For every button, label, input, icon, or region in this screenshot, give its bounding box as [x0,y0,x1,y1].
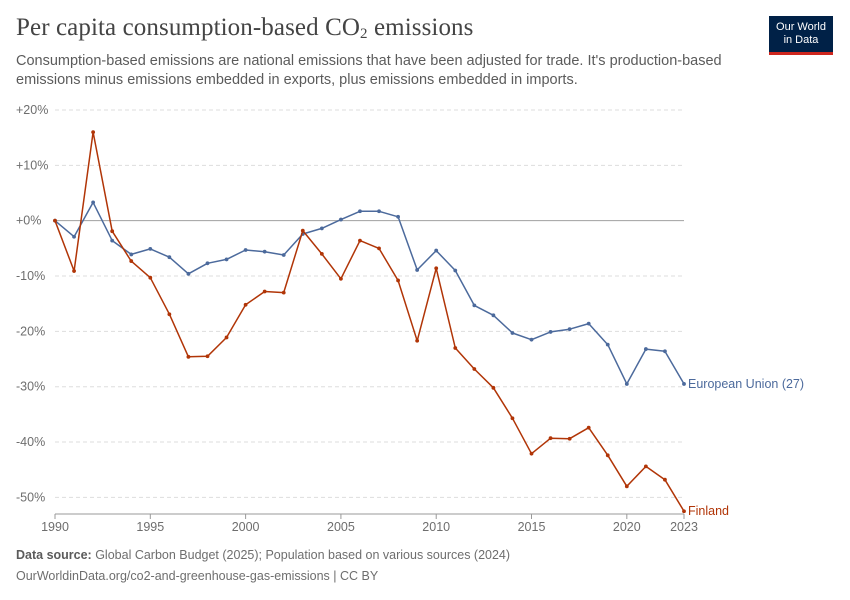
data-point [339,276,343,281]
data-point [91,130,96,135]
data-point [682,382,686,386]
data-point [567,436,572,441]
grid: +20% +10% +0% -10% -20% -30% -40% -50% 1990 1995 2… [16,103,698,534]
data-point [529,451,534,456]
data-point [186,354,191,359]
data-point [529,337,534,342]
data-point [396,278,400,283]
data-point [377,246,381,251]
data-point [110,229,115,234]
data-point [205,261,210,266]
data-point [434,248,439,253]
data-point [319,251,324,256]
y-tick-label: -30% [16,380,45,394]
data-point [91,200,96,205]
owid-logo[interactable]: Our World in Data [769,16,833,55]
data-point [415,268,420,272]
series-labels: European Union (27) Finland [688,377,804,518]
data-point [605,453,610,458]
data-point [624,484,629,489]
data-point [72,269,76,273]
data-point [491,313,496,318]
y-tick-label: -10% [16,269,45,283]
data-point [339,217,343,222]
data-point [377,209,381,214]
data-point [472,303,477,308]
x-tick-label: 2023 [670,520,698,534]
series-label: Finland [688,504,729,518]
data-point [148,247,153,251]
data-point [262,289,267,294]
data-point [663,349,667,354]
data-point [53,218,57,223]
data-point [281,253,286,257]
data-point [586,425,591,430]
data-point [643,347,648,351]
series-layer [53,130,686,514]
data-point [72,234,76,239]
data-point [643,464,648,469]
data-point [110,238,115,243]
data-source-label: Data source: [16,548,92,562]
series-line [54,201,685,385]
data-point [167,255,172,260]
y-tick-label: -40% [16,435,45,449]
data-point [224,257,229,262]
data-point [358,238,362,243]
data-point [281,290,286,295]
data-point [567,327,572,332]
data-point [396,214,400,219]
data-point [586,321,591,326]
data-source-text: Global Carbon Budget (2025); Population … [91,548,511,562]
y-tick-label: -20% [16,324,45,338]
data-point [319,226,324,231]
data-point [262,249,267,254]
y-tick-label: -50% [16,490,45,504]
data-point [510,331,515,335]
page-title: Per capita consumption-based CO2 emissio… [16,14,474,42]
data-point [224,335,229,340]
x-tick-label: 2010 [422,520,450,534]
data-point [624,382,629,386]
data-point [548,436,553,441]
data-point [682,509,686,514]
data-point [167,312,172,317]
logo-line-1: Our World [776,21,826,33]
data-point [243,302,248,307]
data-point [129,252,134,257]
y-tick-label: +20% [16,103,48,117]
y-tick-label: +10% [16,158,48,172]
data-point [243,248,248,252]
data-point [453,268,458,273]
data-point [663,477,667,482]
data-point [186,271,191,276]
data-point [472,367,477,371]
data-point [148,275,153,280]
data-point [129,259,134,263]
data-source: Data source: Global Carbon Budget (2025)… [16,548,510,562]
data-point [300,228,305,233]
series-label: European Union (27) [688,377,804,391]
x-tick-label: 2015 [518,520,546,534]
x-tick-label: 2005 [327,520,355,534]
data-point [510,416,515,421]
y-tick-label: +0% [16,214,41,228]
logo-line-2: in Data [783,34,819,46]
data-point [415,338,420,343]
data-point [205,354,210,359]
source-url[interactable]: OurWorldinData.org/co2-and-greenhouse-ga… [16,569,379,583]
data-point [491,385,496,390]
data-point [548,330,553,334]
x-tick-label: 1990 [41,520,69,534]
data-point [358,209,362,214]
page-subtitle: Consumption-based emissions are national… [16,53,722,88]
data-point [453,346,458,350]
data-point [434,266,439,271]
x-tick-label: 1995 [136,520,164,534]
x-tick-label: 2000 [232,520,260,534]
x-tick-label: 2020 [613,520,641,534]
series-line [54,131,685,512]
data-point [605,342,610,347]
